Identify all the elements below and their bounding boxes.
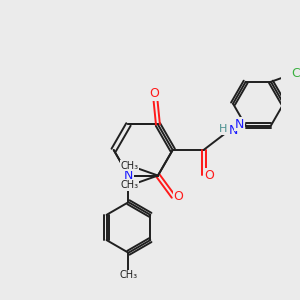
Text: Cl: Cl xyxy=(292,67,300,80)
Text: N: N xyxy=(124,169,133,182)
Text: CH₃: CH₃ xyxy=(121,180,139,190)
Text: CH₃: CH₃ xyxy=(119,270,137,280)
Text: H: H xyxy=(219,124,227,134)
Text: O: O xyxy=(173,190,183,203)
Text: O: O xyxy=(149,87,159,100)
Text: O: O xyxy=(204,169,214,182)
Text: N: N xyxy=(229,124,238,137)
Text: N: N xyxy=(235,118,244,131)
Text: CH₃: CH₃ xyxy=(121,161,139,171)
